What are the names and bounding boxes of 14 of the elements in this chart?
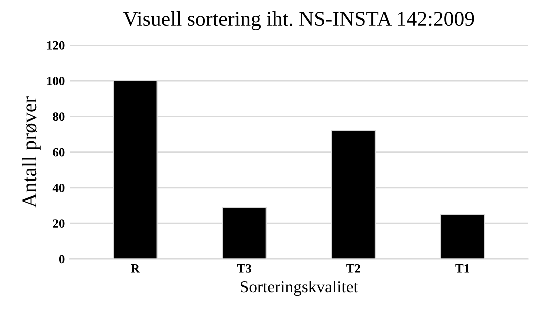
x-tick-label: T3 xyxy=(238,264,252,273)
x-tick-label: R xyxy=(131,264,140,273)
chart-title: Visuell sortering iht. NS-INSTA 142:2009 xyxy=(123,11,474,30)
x-axis-title: Sorteringskvalitet xyxy=(241,280,358,296)
y-tick-label: 100 xyxy=(47,77,65,86)
y-tick-label: 120 xyxy=(47,41,65,50)
y-tick-label: 60 xyxy=(53,148,65,157)
y-axis-title: Antall prøver xyxy=(22,96,41,208)
x-tick-label: T1 xyxy=(456,264,470,273)
y-tick-label: 80 xyxy=(53,112,65,122)
x-tick-label: T2 xyxy=(346,264,360,273)
y-tick-label: 20 xyxy=(53,220,65,228)
y-tick-label: 0 xyxy=(59,255,65,264)
y-tick-label: 40 xyxy=(52,184,65,192)
